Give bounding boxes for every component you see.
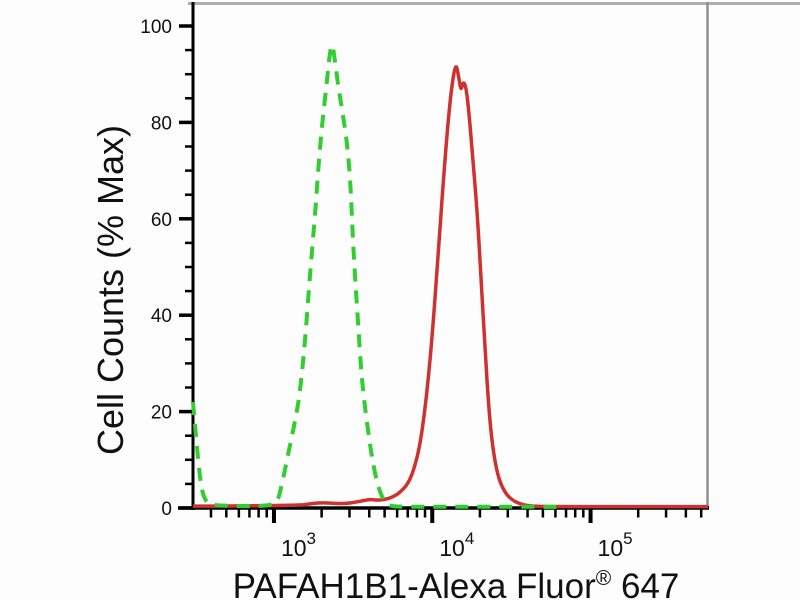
x-axis-label: PAFAH1B1-Alexa Fluor® 647 [233, 567, 680, 600]
series-curve-green-dashed [191, 43, 561, 509]
x-axis-ticks: 103 104 105 [209, 508, 703, 561]
y-axis-label: Cell Counts (% Max) [90, 125, 131, 455]
y-tick-label: 40 [151, 306, 172, 327]
y-axis-ticks: 0 20 40 60 80 100 [140, 17, 193, 520]
y-tick-label: 80 [151, 113, 172, 134]
x-tick-label: 103 [281, 529, 316, 561]
y-tick-label: 100 [140, 17, 172, 38]
y-tick-label: 0 [161, 499, 172, 520]
y-tick-label: 20 [151, 403, 172, 424]
series-curve-red-solid [192, 65, 708, 509]
y-tick-label: 60 [151, 210, 172, 231]
x-tick-label: 104 [439, 529, 474, 561]
x-tick-label: 105 [598, 529, 633, 561]
